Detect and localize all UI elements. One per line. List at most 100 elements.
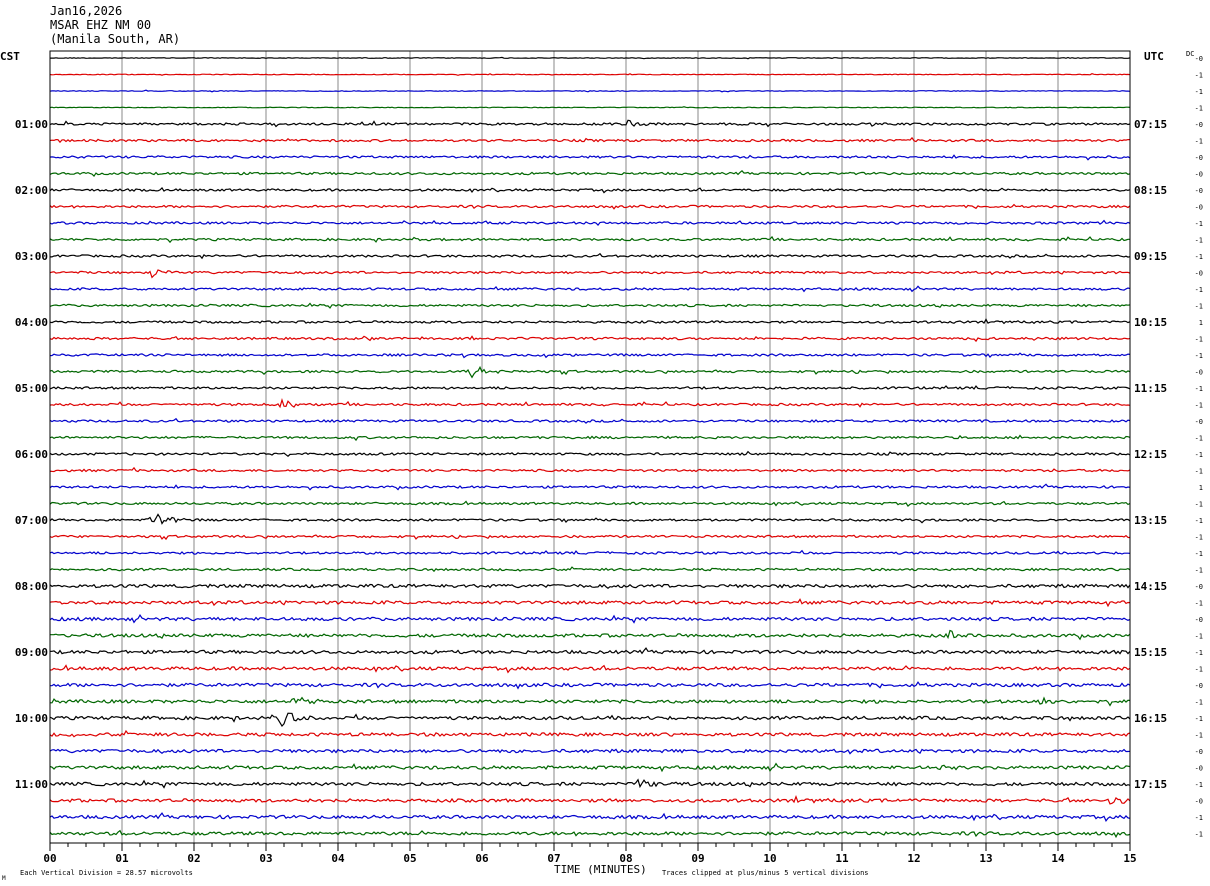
- hour-labels: 01:00 02:00 03:00 04:00 05:00 06:00 07:00 08:00…: [15, 118, 1167, 791]
- dc-offset-label: -0: [1195, 748, 1203, 756]
- x-tick-label: 06: [475, 852, 489, 865]
- dc-offset-label: -0: [1195, 154, 1203, 162]
- seismic-trace: [49, 73, 1131, 76]
- left-hour-label: 06:00: [15, 448, 48, 461]
- right-hour-label: 14:15: [1134, 580, 1167, 593]
- seismic-trace: [49, 365, 1131, 379]
- left-hour-label: 05:00: [15, 382, 48, 395]
- right-hour-label: 13:15: [1134, 514, 1167, 527]
- dc-label: DC: [1186, 50, 1194, 58]
- corner-mark: M: [2, 875, 6, 882]
- seismic-trace: [49, 89, 1131, 93]
- right-hour-label: 15:15: [1134, 646, 1167, 659]
- left-hour-label: 08:00: [15, 580, 48, 593]
- seismic-trace: [49, 812, 1131, 822]
- dc-offset-label: -1: [1195, 88, 1203, 96]
- seismic-trace: [49, 352, 1131, 359]
- left-hour-label: 04:00: [15, 316, 48, 329]
- x-tick-label: 09: [691, 852, 704, 865]
- dc-offset-label: -1: [1195, 220, 1203, 228]
- dc-offset-label: -0: [1195, 369, 1203, 377]
- seismic-trace: [49, 186, 1131, 194]
- dc-offset-label: -1: [1195, 72, 1203, 80]
- dc-offset-label: -1: [1195, 352, 1203, 360]
- x-tick-label: 11: [835, 852, 849, 865]
- vertical-division-note: Each Vertical Division = 28.57 microvolt…: [20, 869, 193, 877]
- dc-offset-label: -1: [1195, 732, 1203, 740]
- dc-offset-label: -0: [1195, 270, 1203, 278]
- plot-frame: [49, 50, 1131, 844]
- seismic-trace: [49, 664, 1131, 674]
- dc-offset-label: -1: [1195, 814, 1203, 822]
- dc-offset-label: -1: [1195, 534, 1203, 542]
- seismic-trace: [49, 434, 1131, 442]
- dc-offset-label: -1: [1195, 666, 1203, 674]
- seismic-trace: [49, 500, 1131, 508]
- x-tick-label: 04: [331, 852, 345, 865]
- right-hour-label: 08:15: [1134, 184, 1167, 197]
- seismic-trace: [50, 629, 1131, 641]
- seismic-trace: [49, 681, 1131, 690]
- seismic-trace: [49, 203, 1131, 210]
- left-hour-label: 03:00: [15, 250, 48, 263]
- seismic-trace: [49, 829, 1131, 839]
- right-hour-label: 09:15: [1134, 250, 1167, 263]
- right-hour-label: 17:15: [1134, 778, 1167, 791]
- seismic-trace: [49, 466, 1131, 473]
- x-tick-label: 03: [259, 852, 272, 865]
- x-tick-label: 13: [979, 852, 992, 865]
- x-tick-label: 02: [187, 852, 200, 865]
- seismic-trace: [49, 154, 1131, 161]
- seismic-trace: [49, 219, 1131, 227]
- seismic-trace: [49, 106, 1131, 109]
- dc-offset-label: -0: [1195, 121, 1203, 129]
- seismic-trace: [49, 598, 1131, 608]
- x-tick-label: 01: [115, 852, 129, 865]
- seismic-trace: [49, 318, 1131, 325]
- seismic-trace: [49, 712, 1131, 727]
- dc-offset-label: -1: [1195, 633, 1203, 641]
- minute-grid: [121, 51, 1059, 843]
- seismic-trace: [50, 252, 1131, 260]
- right-timezone-label: UTC: [1144, 50, 1164, 63]
- seismic-trace: [49, 136, 1130, 144]
- dc-offset-label: -1: [1195, 781, 1203, 789]
- seismic-trace: [49, 513, 1131, 525]
- dc-offset-label: -1: [1195, 385, 1203, 393]
- trace-layer: [49, 56, 1131, 839]
- helicorder-header: Jan16,2026 MSAR EHZ NM 00 (Manila South,…: [50, 4, 180, 46]
- dc-offset-label: -1: [1195, 138, 1203, 146]
- seismic-trace: [49, 169, 1131, 178]
- dc-offset-label: -1: [1195, 336, 1203, 344]
- x-tick-label: 15: [1123, 852, 1136, 865]
- left-hour-label: 11:00: [15, 778, 48, 791]
- dc-offset-label: -0: [1195, 418, 1203, 426]
- right-hour-label: 07:15: [1134, 118, 1167, 131]
- x-tick-label: 05: [403, 852, 416, 865]
- seismic-trace: [49, 450, 1131, 457]
- dc-offset-label: -1: [1195, 253, 1203, 261]
- right-hour-label: 12:15: [1134, 448, 1167, 461]
- x-tick-label: 07: [547, 852, 560, 865]
- x-tick-label: 08: [619, 852, 632, 865]
- seismic-trace: [49, 335, 1131, 343]
- dc-offset-label: -1: [1195, 286, 1203, 294]
- dc-offset-label: -1: [1195, 105, 1203, 113]
- date-label: Jan16,2026: [50, 4, 123, 18]
- seismic-trace: [49, 794, 1131, 805]
- dc-offset-label: -1: [1195, 831, 1203, 839]
- dc-offset-label: 1: [1199, 319, 1203, 327]
- dc-offset-label: -1: [1195, 435, 1203, 443]
- dc-offset-label: -0: [1195, 765, 1203, 773]
- dc-offset-label: -1: [1195, 649, 1203, 657]
- seismic-trace: [49, 269, 1131, 279]
- dc-offset-label: -0: [1195, 616, 1203, 624]
- right-hour-label: 16:15: [1134, 712, 1167, 725]
- x-tick-label: 00: [43, 852, 56, 865]
- left-hour-label: 10:00: [15, 712, 48, 725]
- dc-offset-labels: -0 -1 -1 -1 -0 -1 -0 -0 -0 -0 -1 -1 -1 -0 -1 -1 1 -1 -1 -0 -…: [1195, 55, 1203, 839]
- seismic-trace: [49, 534, 1131, 541]
- seismic-trace: [49, 613, 1131, 624]
- left-timezone-label: CST: [0, 50, 20, 63]
- location-label: (Manila South, AR): [50, 32, 181, 46]
